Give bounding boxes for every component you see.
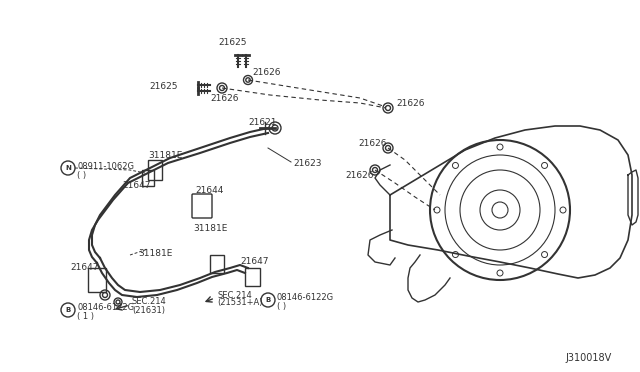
Text: 21626: 21626 [210, 93, 239, 103]
Text: ( 1 ): ( 1 ) [77, 312, 94, 321]
Text: B: B [266, 297, 271, 303]
Text: 21625: 21625 [150, 81, 178, 90]
Text: 21626: 21626 [396, 99, 424, 108]
Text: 21621: 21621 [248, 118, 276, 126]
Text: 08146-6122G: 08146-6122G [77, 304, 134, 312]
Text: (21531+A): (21531+A) [217, 298, 262, 308]
Text: 31181E: 31181E [148, 151, 182, 160]
Text: J310018V: J310018V [565, 353, 611, 363]
Text: 21626: 21626 [358, 138, 387, 148]
Text: 21623: 21623 [293, 158, 321, 167]
Text: 31181E: 31181E [138, 248, 172, 257]
Text: ( ): ( ) [277, 302, 286, 311]
Text: 21647: 21647 [240, 257, 269, 266]
Text: B: B [65, 307, 70, 313]
Bar [148, 160, 162, 180]
Text: 21647: 21647 [70, 263, 99, 273]
Text: SEC.214: SEC.214 [217, 291, 252, 299]
Text: 21644: 21644 [195, 186, 223, 195]
Text: 21625: 21625 [219, 38, 247, 46]
Bar [142, 170, 154, 186]
Text: SEC.214: SEC.214 [132, 298, 167, 307]
Text: N: N [65, 165, 71, 171]
Text: 08146-6122G: 08146-6122G [277, 294, 334, 302]
Text: 21626: 21626 [252, 67, 280, 77]
Text: 21647: 21647 [122, 180, 150, 189]
Text: 31181E: 31181E [193, 224, 227, 232]
Bar [88, 268, 106, 292]
Text: ( ): ( ) [77, 170, 86, 180]
Bar [245, 268, 260, 286]
Bar [210, 255, 224, 273]
Text: 21626: 21626 [345, 170, 374, 180]
Text: 08911-1062G: 08911-1062G [77, 161, 134, 170]
Text: (21631): (21631) [132, 305, 165, 314]
